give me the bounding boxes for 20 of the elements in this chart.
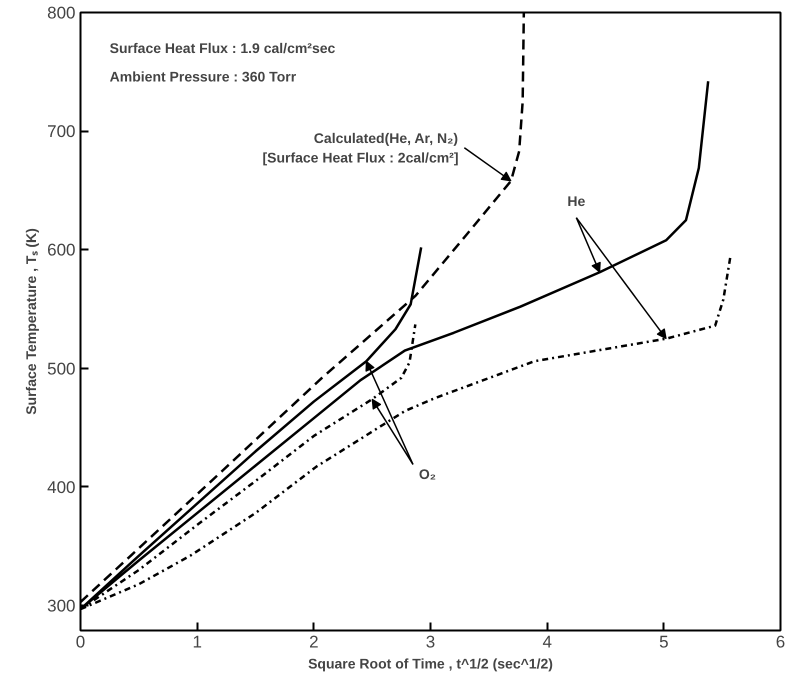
annotation: Ambient Pressure : 360 Torr bbox=[110, 68, 297, 85]
annotation: O₂ bbox=[418, 466, 436, 482]
x-tick-label: 2 bbox=[309, 632, 319, 652]
annotation: He bbox=[567, 193, 586, 210]
x-tick-label: 4 bbox=[542, 632, 552, 652]
x-tick-label: 0 bbox=[76, 632, 86, 652]
annotation: Surface Heat Flux : 1.9 cal/cm²sec bbox=[110, 40, 336, 56]
y-tick-label: 300 bbox=[47, 596, 76, 616]
x-tick-label: 3 bbox=[426, 632, 436, 652]
x-tick-label: 6 bbox=[776, 632, 786, 652]
y-tick-label: 500 bbox=[47, 359, 76, 378]
y-tick-label: 400 bbox=[47, 478, 76, 497]
x-tick-label: 1 bbox=[192, 632, 202, 652]
x-tick-label: 5 bbox=[659, 632, 669, 652]
y-axis-title: Surface Temperature , Tₛ (K) bbox=[23, 228, 40, 415]
y-tick-label: 800 bbox=[47, 4, 76, 22]
y-tick-label: 600 bbox=[47, 240, 76, 260]
x-axis-title: Square Root of Time , t^1/2 (sec^1/2) bbox=[308, 656, 553, 672]
y-tick-label: 700 bbox=[47, 122, 76, 142]
annotation: Calculated(He, Ar, N₂) [Surface Heat Flux : 2cal/cm²] bbox=[262, 130, 458, 166]
